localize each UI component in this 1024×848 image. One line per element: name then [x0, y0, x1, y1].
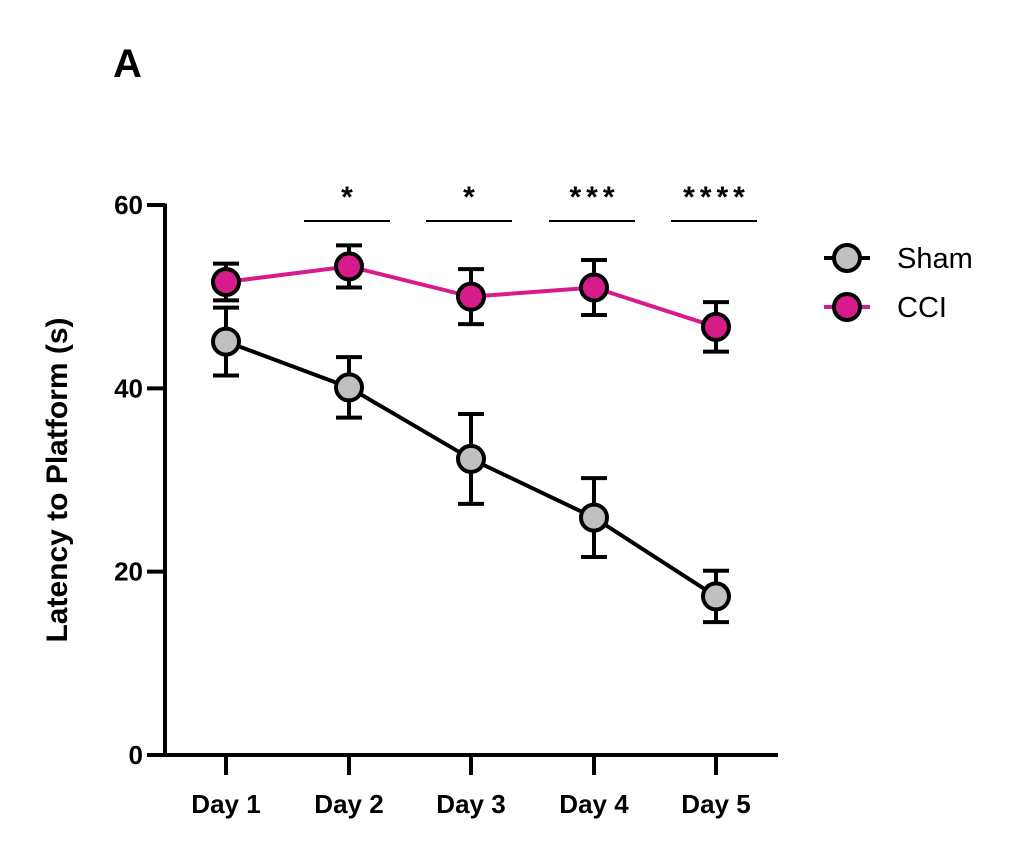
series-layer [211, 243, 731, 625]
x-tick-label: Day 3 [436, 789, 505, 819]
data-point [456, 443, 486, 474]
axes: 0 20 40 60 Day 1 Day 2 Day 3 Day 4 Day 5 [114, 190, 778, 819]
data-point [211, 326, 241, 357]
significance-stars: *** [569, 181, 619, 214]
significance-stars: **** [683, 181, 750, 214]
legend-marker [832, 292, 862, 322]
data-point [211, 267, 241, 297]
data-point [701, 581, 731, 612]
x-tick-label: Day 1 [191, 789, 260, 819]
significance-stars: * [463, 181, 480, 214]
x-tick-label: Day 2 [314, 789, 383, 819]
legend: Sham CCI [824, 243, 973, 324]
data-point [334, 251, 364, 282]
series-cci [211, 243, 731, 354]
significance-stars: * [341, 181, 358, 214]
data-point [579, 272, 609, 303]
legend-marker [832, 243, 862, 273]
legend-label: CCI [897, 292, 947, 324]
y-tick-label: 20 [114, 557, 143, 587]
data-point [579, 502, 609, 533]
legend-label: Sham [897, 243, 973, 275]
data-point [456, 281, 486, 312]
x-tick-label: Day 4 [559, 789, 629, 819]
series-sham [211, 305, 731, 625]
x-tick-label: Day 5 [681, 789, 750, 819]
data-point [701, 311, 731, 342]
y-tick-label: 0 [129, 740, 143, 770]
panel-letter: A [113, 42, 142, 86]
y-tick-label: 60 [114, 190, 143, 220]
significance-annotations: * * *** **** [304, 181, 757, 222]
data-point [334, 372, 364, 403]
legend-item-cci: CCI [824, 292, 947, 324]
legend-item-sham: Sham [824, 243, 973, 275]
y-axis-title: Latency to Platform (s) [41, 317, 74, 642]
y-tick-label: 40 [114, 373, 143, 403]
